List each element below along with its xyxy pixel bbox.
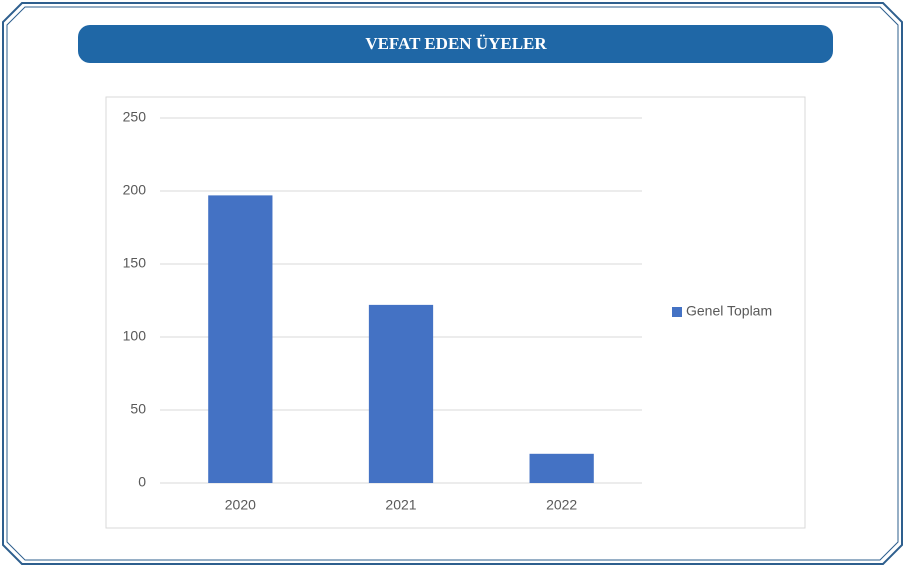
x-tick-label: 2020 <box>225 497 256 513</box>
x-tick-label: 2021 <box>385 497 416 513</box>
bar <box>208 195 273 483</box>
y-tick-label: 0 <box>138 474 146 490</box>
chart-title: VEFAT EDEN ÜYELER <box>365 34 547 53</box>
y-tick-label: 150 <box>123 255 147 271</box>
bar <box>529 453 594 483</box>
bar <box>368 304 434 483</box>
legend-swatch <box>672 307 682 317</box>
title-bar <box>78 25 833 63</box>
legend-label: Genel Toplam <box>686 303 772 319</box>
y-tick-label: 50 <box>130 401 146 417</box>
y-tick-label: 250 <box>123 109 147 125</box>
x-tick-label: 2022 <box>546 497 577 513</box>
y-tick-label: 200 <box>123 182 147 198</box>
y-tick-label: 100 <box>123 328 147 344</box>
inner-frame <box>6 6 899 561</box>
